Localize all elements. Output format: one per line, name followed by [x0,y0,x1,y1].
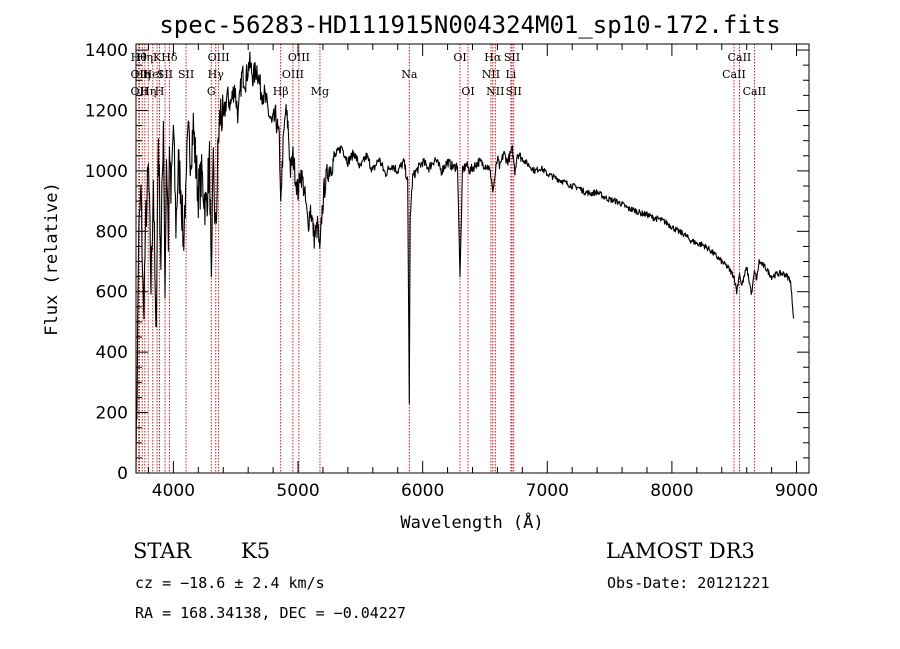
line-label: Hη [134,68,150,81]
line-label: Mg [311,85,329,98]
line-label: Hα [484,51,502,64]
x-tick-label: 9000 [775,481,818,501]
x-tick-label: 4000 [152,481,195,501]
line-markers [138,44,755,473]
line-label: Hγ [208,68,225,81]
line-label: CaII [728,51,752,64]
line-label: Hη [137,51,153,64]
x-axis-label: Wavelength (Å) [400,511,543,533]
x-tick-label: 6000 [401,481,444,501]
line-label: K [153,51,162,64]
line-label: OIII [282,68,304,81]
redshift-cz: cz = −18.6 ± 2.4 km/s [135,574,325,592]
line-label: SII [157,68,173,81]
spectrum-line [135,51,795,474]
y-tick-label: 1400 [85,41,128,61]
y-tick-label: 800 [96,222,128,242]
line-label: OII [131,68,149,81]
line-label: HeI [143,68,163,81]
axis-ticks: 4000 5000 6000 7000 8000 9000 0 200 400 600 800 100… [85,41,818,501]
y-tick-label: 1200 [85,101,128,121]
x-tick-label: 5000 [276,481,319,501]
line-label: Li [505,68,516,81]
x-tick-label: 7000 [526,481,569,501]
line-label: NII [486,85,504,98]
line-label: OII [131,85,149,98]
observation-date: Obs-Date: 20121221 [607,574,770,592]
y-tick-label: 600 [96,283,128,303]
line-label: OI [453,51,466,64]
y-tick-label: 0 [117,464,128,484]
ra-dec-coordinates: RA = 168.34138, DEC = −0.04227 [135,604,406,622]
line-label: SII [178,68,194,81]
line-label: CaII [743,85,767,98]
x-tick-label: 8000 [650,481,693,501]
line-label: H [155,85,165,98]
data-release: LAMOST DR3 [606,539,755,563]
y-axis-label: Flux (relative) [42,182,62,336]
y-tick-label: 200 [96,404,128,424]
line-label: SII [504,51,520,64]
line-label: OI [461,85,474,98]
spectral-subclass: K5 [241,539,271,563]
line-label: Hβ [273,85,289,98]
line-label: CaII [722,68,746,81]
line-label: Hδ [161,51,178,64]
chart-title: spec-56283-HD111915N004324M01_sp10-172.f… [159,11,780,39]
line-label: Na [401,68,418,81]
y-tick-label: 400 [96,343,128,363]
line-label: OIII [288,51,310,64]
y-tick-label: 1000 [85,162,128,182]
line-label: Hη [140,85,156,98]
line-label: OIII [208,51,230,64]
line-labels: HθOIIOIIHηHηHηHeIKHSIIHδSIIGHγOIIIHβOIII… [131,51,767,98]
line-label: SII [506,85,522,98]
line-label: NII [482,68,500,81]
object-class: STAR [133,539,192,563]
line-label: Hθ [131,51,148,64]
line-label: G [207,85,216,98]
